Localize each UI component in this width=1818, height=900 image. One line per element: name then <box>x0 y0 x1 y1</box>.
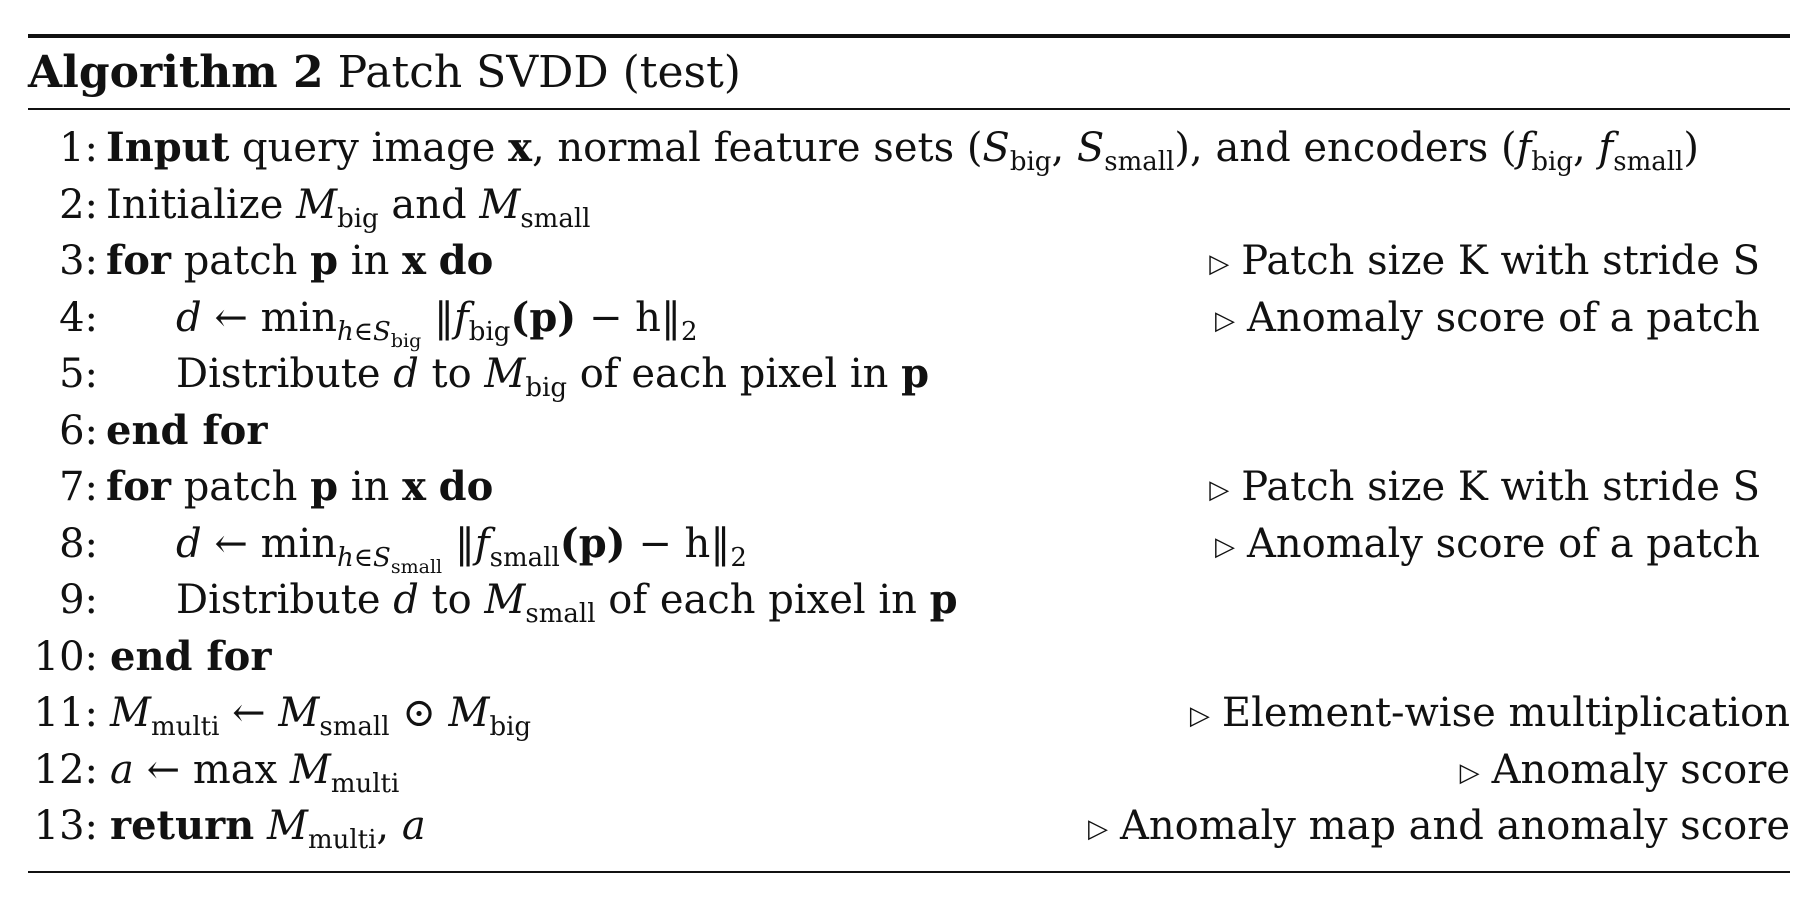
line-11: 11: Mmulti ← Msmall ⊙ Mbig ▷ Element-wise… <box>28 685 1790 742</box>
line-code: for patch p in x do <box>106 237 494 284</box>
line-number: 10: <box>33 633 98 680</box>
line-13: 13: return Mmulti, a ▷ Anomaly map and an… <box>28 798 1790 855</box>
line-7: 7: for patch p in x do ▷ Patch size K wit… <box>28 459 1790 516</box>
algorithm-caption: Algorithm 2 Patch SVDD (test) <box>28 38 1790 108</box>
line-number: 3: <box>59 238 98 284</box>
comment-triangle-icon: ▷ <box>1087 814 1108 844</box>
line-code: Mmulti ← Msmall ⊙ Mbig <box>110 690 532 742</box>
comment-triangle-icon: ▷ <box>1215 305 1235 336</box>
line-code: d ← minh∈Sbig ‖fbig(p) − h‖2 <box>176 293 698 352</box>
line-comment: ▷ Anomaly score of a patch <box>1215 294 1760 341</box>
line-comment: ▷ Anomaly score <box>1459 746 1790 793</box>
line-number: 2: <box>59 181 98 228</box>
line-number: 12: <box>33 746 98 793</box>
line-code: Input query image x, normal feature sets… <box>106 124 1699 177</box>
line-9: 9: Distribute d to Msmall of each pixel … <box>28 572 1790 629</box>
line-10: 10: end for <box>28 629 1790 686</box>
line-8: 8: d ← minh∈Ssmall ‖fsmall(p) − h‖2 ▷ Ano… <box>28 516 1790 578</box>
line-number: 13: <box>33 803 98 849</box>
algorithm-block: Algorithm 2 Patch SVDD (test) 1: Input qu… <box>28 34 1790 873</box>
line-12: 12: a ← max Mmulti ▷ Anomaly score <box>28 742 1790 799</box>
line-code: for patch p in x do <box>106 463 494 510</box>
line-code: Initialize Mbig and Msmall <box>106 181 591 234</box>
line-code: Distribute d to Msmall of each pixel in … <box>176 576 958 629</box>
line-comment: ▷ Anomaly map and anomaly score <box>1087 803 1790 849</box>
line-number: 8: <box>59 520 98 567</box>
line-5: 5: Distribute d to Mbig of each pixel in… <box>28 346 1790 403</box>
line-code: d ← minh∈Ssmall ‖fsmall(p) − h‖2 <box>176 519 747 578</box>
comment-triangle-icon: ▷ <box>1209 475 1230 505</box>
line-code: end for <box>106 406 268 454</box>
line-2: 2: Initialize Mbig and Msmall <box>28 177 1790 234</box>
line-comment: ▷ Anomaly score of a patch <box>1215 520 1760 567</box>
line-1: 1: Input query image x, normal feature s… <box>28 120 1790 177</box>
line-number: 1: <box>59 125 98 171</box>
line-3: 3: for patch p in x do ▷ Patch size K wit… <box>28 233 1790 290</box>
line-4: 4: d ← minh∈Sbig ‖fbig(p) − h‖2 ▷ Anomaly… <box>28 290 1790 352</box>
bottom-rule <box>28 870 1790 873</box>
line-comment: ▷ Patch size K with stride S <box>1209 464 1760 510</box>
algorithm-label: Algorithm 2 <box>28 47 324 98</box>
caption-rule <box>28 108 1790 110</box>
line-comment: ▷ Element-wise multiplication <box>1189 690 1790 736</box>
top-rule <box>28 34 1790 38</box>
line-number: 5: <box>59 351 98 397</box>
line-code: return Mmulti, a <box>110 802 426 855</box>
algorithm-title: Patch SVDD (test) <box>337 47 741 98</box>
line-code: Distribute d to Mbig of each pixel in p <box>176 350 930 403</box>
line-number: 6: <box>59 407 98 454</box>
comment-triangle-icon: ▷ <box>1209 249 1230 279</box>
line-number: 9: <box>59 577 98 623</box>
comment-triangle-icon: ▷ <box>1189 701 1210 731</box>
line-code: a ← max Mmulti <box>110 746 400 799</box>
comment-triangle-icon: ▷ <box>1215 531 1235 562</box>
line-number: 7: <box>59 464 98 510</box>
line-number: 11: <box>33 690 98 736</box>
line-code: end for <box>110 632 272 680</box>
comment-triangle-icon: ▷ <box>1459 757 1480 788</box>
line-number: 4: <box>59 294 98 341</box>
algorithm-lines: 1: Input query image x, normal feature s… <box>28 110 1790 855</box>
line-6: 6: end for <box>28 403 1790 460</box>
line-comment: ▷ Patch size K with stride S <box>1209 238 1760 284</box>
